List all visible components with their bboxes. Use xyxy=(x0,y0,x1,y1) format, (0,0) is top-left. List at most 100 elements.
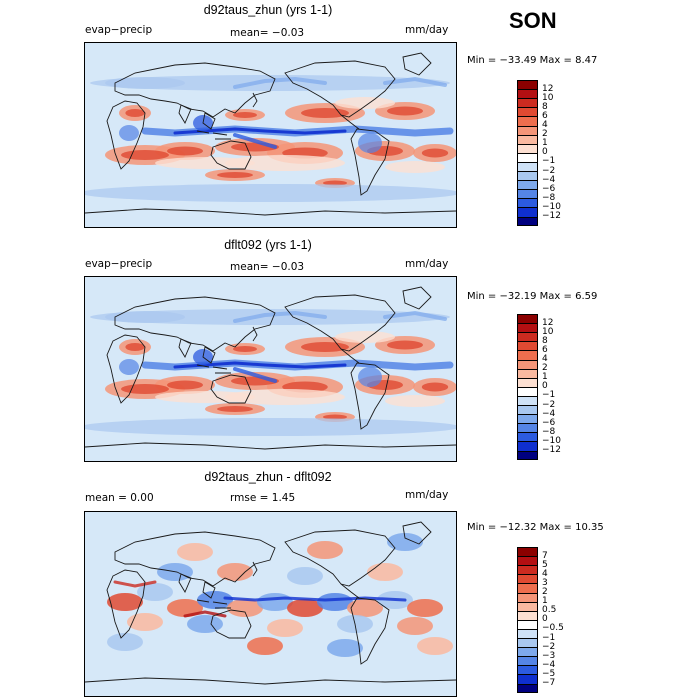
panel-3-left-label: mean = 0.00 xyxy=(85,492,154,504)
panel-1-units: mm/day xyxy=(405,24,449,36)
colorbar-tick-label: −3 xyxy=(542,650,556,661)
coastline-segment xyxy=(114,531,276,587)
coastline-segment xyxy=(106,100,146,170)
panel-1-map xyxy=(84,42,457,228)
coastline-segment xyxy=(114,62,276,118)
colorbar-box xyxy=(517,405,538,415)
colorbar-box xyxy=(517,116,538,127)
colorbar-tick-label: −1 xyxy=(542,390,556,401)
colorbar-tick-label: 2 xyxy=(542,129,548,140)
weak-positive-region xyxy=(225,389,345,405)
difference-region xyxy=(177,543,213,561)
colorbar-tick-label: −4 xyxy=(542,659,556,670)
colorbar-box xyxy=(517,323,538,333)
colorbar-box xyxy=(517,341,538,351)
positive-core xyxy=(323,180,347,186)
colorbar-tick-label: 0.5 xyxy=(542,605,557,616)
difference-region xyxy=(367,563,403,581)
colorbar-tick-label: −1 xyxy=(542,156,556,167)
colorbar-box xyxy=(517,180,538,190)
coastline-segment xyxy=(178,104,192,124)
coastline-segment xyxy=(106,569,146,639)
colorbar-box xyxy=(517,107,538,117)
colorbar-tick-label: 4 xyxy=(542,354,548,364)
coastline-segment xyxy=(252,326,258,342)
colorbar-box xyxy=(517,619,538,630)
colorbar-box xyxy=(517,134,538,145)
colorbar-box xyxy=(517,628,538,639)
colorbar-tick-label: −8 xyxy=(542,426,556,437)
colorbar-tick-label: −1 xyxy=(542,632,556,643)
negative-region xyxy=(85,184,456,202)
spcz-band xyxy=(233,367,277,383)
difference-region xyxy=(107,593,143,611)
colorbar-box xyxy=(517,314,538,324)
colorbar-box xyxy=(517,647,538,657)
positive-core xyxy=(217,172,253,178)
panel-2-map-field xyxy=(85,277,456,461)
panel-2-left-label: evap−precip xyxy=(85,258,153,270)
colorbar-tick-label: 0 xyxy=(542,614,548,625)
panel-1-minmax: Min = −33.49 Max = 8.47 xyxy=(467,55,598,66)
colorbar-box xyxy=(517,350,538,361)
difference-region xyxy=(217,563,253,581)
coastline-segment xyxy=(202,112,216,130)
panel-3-center-label: rmse = 1.45 xyxy=(230,492,296,504)
colorbar-tick-label: −4 xyxy=(542,408,556,419)
panel-2-map xyxy=(84,276,457,462)
negative-region xyxy=(85,418,456,436)
colorbar-tick-label: 10 xyxy=(542,92,554,103)
colorbar-box xyxy=(517,423,538,433)
colorbar-box xyxy=(517,161,538,172)
colorbar-tick-label: −10 xyxy=(542,435,561,446)
weak-positive-region xyxy=(385,395,445,407)
coastline-segment xyxy=(85,208,456,216)
colorbar-box xyxy=(517,583,538,594)
coastline-segment xyxy=(106,334,146,404)
panel-1-left-label: evap−precip xyxy=(85,24,153,36)
coastline-segment xyxy=(402,286,432,310)
colorbar-tick-label: −0.5 xyxy=(542,623,564,634)
panel-3-map xyxy=(84,511,457,697)
panel-3-map-field xyxy=(85,512,456,696)
colorbar-box xyxy=(517,414,538,424)
colorbar-box xyxy=(517,683,538,694)
coastline-segment xyxy=(196,364,231,374)
colorbar-box xyxy=(517,386,538,397)
coastline-segment xyxy=(284,60,396,118)
coastlines xyxy=(85,52,456,216)
colorbar-tick-label: −2 xyxy=(542,641,556,652)
difference-band xyxy=(113,580,157,588)
difference-band xyxy=(223,596,407,602)
colorbar-tick-label: −2 xyxy=(542,165,556,176)
storm-track xyxy=(383,311,447,321)
difference-region xyxy=(287,599,323,617)
colorbar-tick-label: 1 xyxy=(542,372,548,383)
difference-region xyxy=(327,639,363,657)
colorbar-tick-label: 7 xyxy=(542,550,548,561)
positive-core xyxy=(301,342,349,352)
coastline-segment xyxy=(340,348,360,364)
colorbar-tick-label: 1 xyxy=(542,138,548,149)
positive-core xyxy=(233,346,257,352)
positive-core xyxy=(421,382,449,392)
colorbar-tick-label: 12 xyxy=(542,317,554,328)
colorbar-box xyxy=(517,377,538,388)
panel-1-map-field xyxy=(85,43,456,227)
negative-region xyxy=(90,309,450,325)
colorbar-box xyxy=(517,89,538,99)
colorbar-tick-label: −4 xyxy=(542,174,556,185)
colorbar-tick-label: −6 xyxy=(542,417,556,428)
colorbar-box xyxy=(517,152,538,163)
difference-region xyxy=(167,599,203,617)
coastline-segment xyxy=(196,599,231,609)
colorbar-tick-label: 0 xyxy=(542,147,548,158)
positive-core xyxy=(121,384,169,394)
coastline-segment xyxy=(340,583,360,599)
colorbar-box xyxy=(517,674,538,685)
panel-2-center-label: mean= −0.03 xyxy=(230,261,305,273)
difference-region xyxy=(127,613,163,631)
coastline-segment xyxy=(284,529,396,587)
colorbar-box xyxy=(517,450,538,461)
colorbar-tick-label: 2 xyxy=(542,363,548,374)
